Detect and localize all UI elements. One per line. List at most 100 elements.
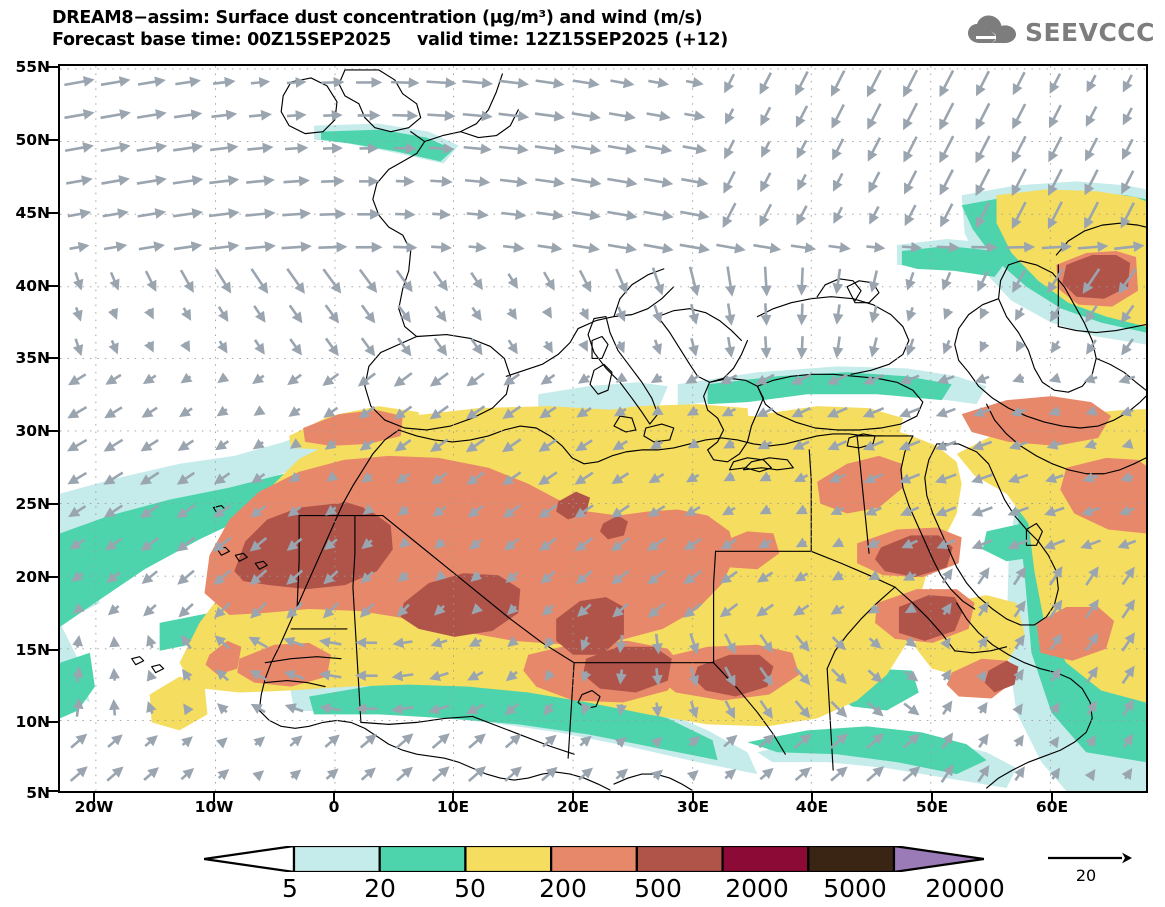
wind-vector (869, 205, 880, 225)
wind-vector (430, 637, 448, 648)
wind-vector (643, 242, 674, 254)
wind-vector (940, 764, 954, 783)
wind-vector (542, 340, 553, 354)
wind-vector (541, 306, 552, 319)
x-tick-label-20E: 20E (556, 798, 590, 816)
wind-vector (1119, 406, 1134, 417)
wind-vector (1081, 505, 1100, 517)
wind-vector (572, 242, 600, 254)
wind-vector (542, 734, 557, 748)
wind-vector (1014, 766, 1025, 782)
x-tick-mark (333, 793, 335, 802)
wind-vector (503, 373, 521, 386)
wind-vector (650, 372, 663, 384)
wind-vector (1121, 632, 1136, 652)
wind-vector (688, 303, 700, 325)
wind-vector (253, 339, 265, 355)
wind-vector (903, 702, 920, 716)
wind-vector (1122, 74, 1133, 93)
wind-vector (1008, 439, 1028, 451)
wind-vector (679, 242, 711, 254)
y-tick-label-25N: 25N (15, 495, 50, 513)
wind-vector (610, 77, 635, 89)
x-tick-label-40E: 40E (795, 798, 829, 816)
wind-vector (507, 636, 520, 648)
wind-vector (504, 702, 520, 716)
wind-vector (1117, 538, 1137, 550)
wind-vector (615, 306, 626, 323)
y-tick-mark (48, 649, 58, 651)
wind-vector (284, 142, 309, 154)
wind-vector (211, 109, 238, 121)
wind-vector (322, 372, 340, 386)
wind-vector (250, 703, 266, 714)
wind-vector (432, 505, 447, 517)
wind-vector (253, 736, 266, 748)
wind-vector (792, 439, 810, 450)
wind-vector (252, 770, 265, 782)
wind-vector (136, 175, 167, 186)
wind-vector (1011, 201, 1027, 230)
wind-vector (288, 471, 301, 483)
wind-vector (498, 77, 530, 89)
wind-vector (607, 209, 638, 221)
wind-vector (687, 438, 700, 449)
wind-vector (393, 241, 418, 253)
colorbar-label-50: 50 (454, 874, 486, 903)
colorbar: 5 20 50 200 500 2000 5000 20000 (0, 838, 1165, 907)
wind-vector (213, 472, 231, 485)
wind-vector (1086, 74, 1097, 93)
wind-vector (179, 269, 194, 293)
wind-vector (643, 210, 674, 221)
wind-vector (1013, 668, 1024, 681)
wind-vector (470, 271, 483, 291)
wind-vector (939, 69, 955, 98)
wind-vector (1083, 373, 1098, 384)
wind-vector (102, 208, 129, 219)
wind-vector (1085, 137, 1099, 162)
wind-vector (574, 504, 594, 519)
wind-vector (647, 505, 666, 518)
wind-vector (466, 703, 485, 715)
wind-vector (176, 471, 196, 485)
wind-vector (971, 440, 993, 451)
y-tick-label-35N: 35N (15, 349, 50, 367)
wind-vector (540, 570, 556, 584)
wind-vector (101, 175, 130, 186)
wind-vector (867, 137, 882, 162)
wind-vector (832, 336, 844, 359)
wind-vector (324, 439, 337, 450)
wind-vector (796, 336, 808, 359)
wind-vector (868, 570, 881, 580)
colorbar-label-5: 5 (282, 874, 298, 903)
x-tick-label-10E: 10E (436, 798, 470, 816)
wind-vector (615, 268, 628, 295)
wind-vector (1045, 472, 1064, 484)
wind-vector (1048, 405, 1061, 417)
wind-vector (649, 439, 663, 450)
wind-scale-label: 20 (1075, 866, 1097, 885)
wind-vector (534, 143, 566, 155)
wind-vector (899, 473, 921, 484)
y-tick-mark (48, 139, 58, 141)
wind-vector (283, 670, 305, 681)
wind-vector (286, 537, 303, 551)
colorbar-label-20000: 20000 (925, 874, 1005, 903)
wind-vector (681, 176, 709, 188)
wind-vector (684, 505, 701, 517)
wind-vector (434, 604, 446, 616)
wind-vector (830, 604, 845, 615)
wind-vector (392, 637, 413, 649)
wind-vector (103, 471, 124, 485)
wind-vector (322, 602, 340, 619)
wind-vector (571, 176, 602, 188)
wind-vector (144, 735, 158, 748)
wind-vector (106, 571, 121, 584)
wind-vector (1086, 700, 1098, 716)
wind-vector (720, 374, 738, 385)
wind-vector (977, 765, 990, 783)
wind-vector (1084, 169, 1099, 196)
wind-vector (140, 537, 159, 552)
wind-vector (760, 106, 772, 127)
map-plot-area[interactable] (58, 64, 1148, 793)
